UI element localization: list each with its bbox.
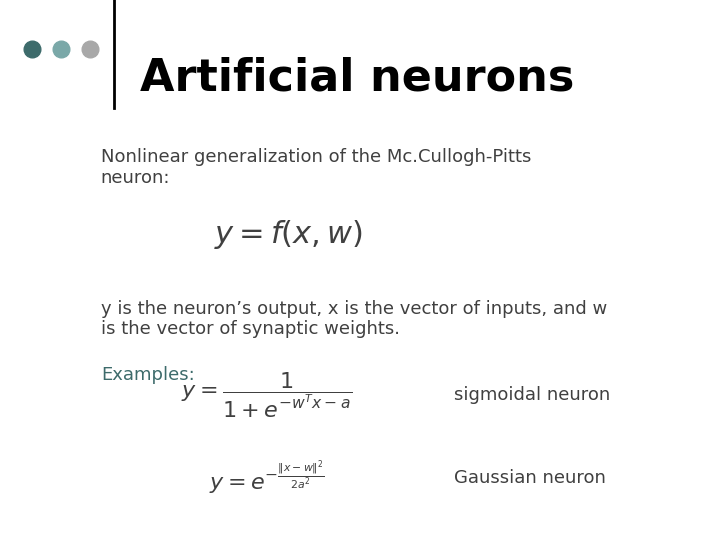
Text: sigmoidal neuron: sigmoidal neuron [454,386,610,404]
Text: y is the neuron’s output, x is the vector of inputs, and w
is the vector of syna: y is the neuron’s output, x is the vecto… [101,300,607,339]
Text: $y = \dfrac{1}{1+e^{-w^T x - a}}$: $y = \dfrac{1}{1+e^{-w^T x - a}}$ [181,371,352,420]
Text: Examples:: Examples: [101,366,194,384]
Text: Gaussian neuron: Gaussian neuron [454,469,606,487]
Text: $y = e^{-\frac{\|x-w\|^2}{2a^2}}$: $y = e^{-\frac{\|x-w\|^2}{2a^2}}$ [209,458,324,497]
Text: $y = f(x, w)$: $y = f(x, w)$ [214,218,362,252]
Text: Nonlinear generalization of the Mc.Cullogh-Pitts
neuron:: Nonlinear generalization of the Mc.Cullo… [101,148,531,187]
Text: Artificial neurons: Artificial neurons [140,57,575,100]
